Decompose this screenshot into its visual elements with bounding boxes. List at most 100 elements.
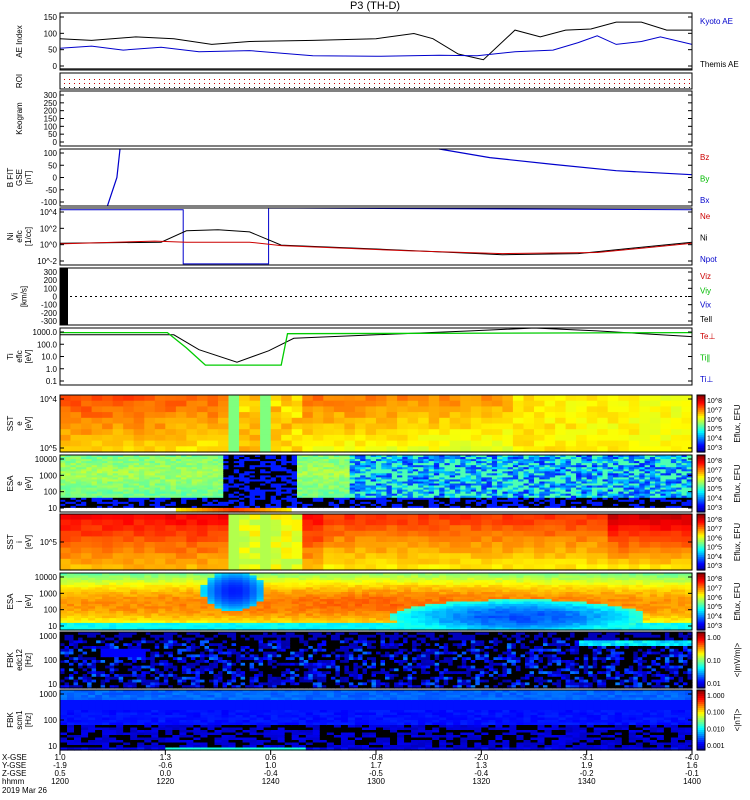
spectrogram-cell	[560, 473, 567, 476]
spectrogram-cell	[676, 477, 683, 480]
spectrogram-cell	[597, 406, 609, 413]
roi-dot	[179, 79, 180, 80]
spectrogram-cell	[233, 491, 240, 495]
spectrogram-cell	[412, 503, 419, 507]
spectrogram-cell	[481, 461, 488, 464]
spectrogram-cell	[291, 495, 298, 499]
spectrogram-cell	[476, 467, 482, 470]
spectrogram-cell	[418, 507, 424, 511]
spectrogram-cell	[649, 477, 656, 480]
spectrogram-cell	[60, 467, 66, 470]
spectrogram-cell	[623, 461, 630, 464]
spectrogram-cell	[297, 499, 303, 503]
spectrogram-cell	[223, 471, 230, 474]
spectrogram-cell	[102, 558, 114, 565]
spectrogram-cell	[344, 455, 351, 458]
roi-dot	[544, 87, 545, 88]
spectrogram-cell	[86, 507, 93, 511]
spectrogram-cell	[455, 481, 461, 485]
spectrogram-cell	[312, 530, 324, 537]
spectrogram-cell	[481, 497, 488, 501]
spectrogram-cell	[476, 461, 482, 464]
spectrogram-cell	[249, 553, 261, 560]
spectrogram-cell	[96, 510, 103, 513]
spectrogram-cell	[91, 487, 98, 491]
spectrogram-cell	[607, 429, 619, 436]
spectrogram-cell	[291, 473, 298, 476]
spectrogram-cell	[75, 501, 82, 505]
spectrogram-cell	[165, 429, 177, 436]
spectrogram-cell	[165, 487, 172, 491]
spectrogram-cell	[202, 483, 209, 487]
legend-entry: Vix	[700, 301, 711, 310]
spectrogram-cell	[233, 501, 240, 505]
spectrogram-cell	[507, 489, 514, 493]
spectrogram-cell	[502, 457, 509, 460]
spectrogram-cell	[344, 514, 356, 521]
spectrogram-cell	[196, 553, 208, 560]
spectrogram-cell	[381, 489, 388, 493]
spectrogram-cell	[565, 465, 572, 468]
roi-dot	[364, 87, 365, 88]
roi-dot	[259, 79, 260, 80]
spectrogram-cell	[86, 475, 93, 478]
spectrogram-cell	[481, 455, 488, 458]
spectrogram-cell	[497, 455, 503, 458]
spectrogram-cell	[360, 461, 367, 464]
spectrogram-cell	[618, 479, 625, 482]
spectrogram-cell	[444, 499, 451, 503]
spectrogram-cell	[649, 503, 656, 507]
spectrogram-cell	[407, 499, 414, 503]
spectrogram-cell	[244, 457, 251, 460]
spectrogram-cell	[597, 507, 604, 511]
spectrogram-cell	[307, 457, 314, 460]
spectrogram-cell	[249, 542, 261, 549]
spectrogram-cell	[655, 503, 661, 507]
spectrogram-cell	[481, 485, 488, 489]
spectrogram-cell	[465, 465, 472, 468]
spectrogram-cell	[628, 493, 635, 497]
spectrogram-cell	[449, 485, 456, 489]
spectrogram-cell	[649, 471, 656, 474]
spectrogram-cell	[275, 503, 282, 507]
colorbar-cell	[697, 489, 705, 492]
spectrogram-cell	[228, 446, 240, 453]
spectrogram-cell	[170, 479, 177, 482]
spectrogram-cell	[381, 485, 388, 489]
spectrogram-cell	[649, 489, 656, 493]
spectrogram-cell	[386, 503, 393, 507]
spectrogram-cell	[686, 483, 693, 487]
roi-dot	[389, 83, 390, 84]
spectrogram-cell	[576, 487, 582, 491]
spectrogram-cell	[523, 503, 530, 507]
spectrogram-cell	[449, 519, 461, 526]
spectrogram-cell	[660, 457, 667, 460]
spectrogram-cell	[249, 530, 261, 537]
spectrogram-cell	[502, 467, 509, 470]
colorbar-frame	[696, 454, 706, 513]
spectrogram-cell	[218, 434, 230, 442]
spectrogram-cell	[254, 471, 261, 474]
spectrogram-cell	[386, 477, 393, 480]
spectrogram-cell	[91, 429, 103, 436]
legend-entry: Ne	[700, 212, 711, 221]
spectrogram-cell	[312, 467, 319, 470]
spectrogram-cell	[218, 536, 230, 543]
spectrogram-cell	[534, 495, 540, 499]
spectrogram-cell	[544, 497, 551, 501]
spectrogram-cell	[460, 459, 467, 462]
spectrogram-cell	[307, 485, 314, 489]
spectrogram-cell	[354, 497, 361, 501]
spectrogram-cell	[212, 483, 219, 487]
spectrogram-cell	[365, 487, 372, 491]
spectrogram-cell	[391, 503, 398, 507]
spectrogram-cell	[81, 440, 93, 447]
spectrogram-cell	[186, 423, 198, 430]
spectrogram-cell	[275, 471, 282, 474]
spectrogram-cell	[181, 461, 187, 464]
spectrogram-cell	[260, 481, 266, 485]
spectrogram-cell	[81, 505, 87, 509]
spectrogram-cell	[181, 489, 187, 493]
spectrogram-cell	[354, 491, 361, 495]
spectrogram-cell	[91, 455, 98, 458]
